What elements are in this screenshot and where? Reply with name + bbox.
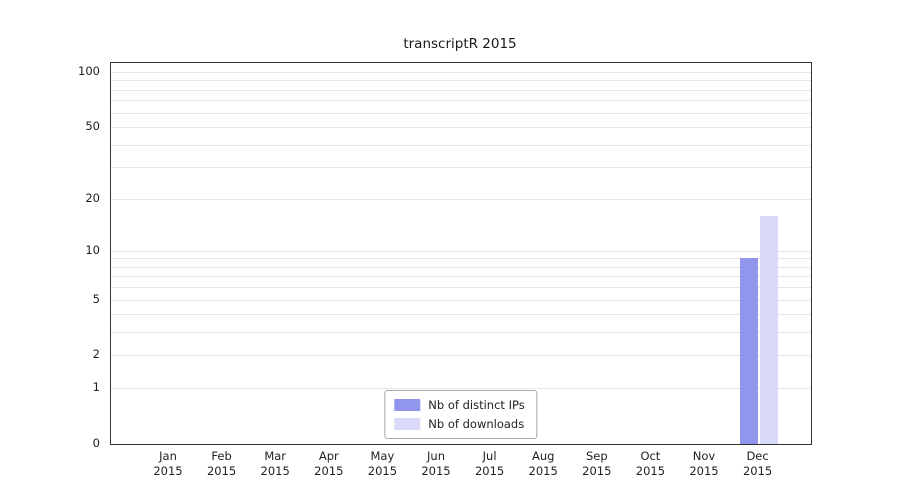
x-tick-label: Oct 2015 bbox=[635, 449, 666, 478]
legend-item: Nb of downloads bbox=[394, 417, 524, 431]
legend: Nb of distinct IPs Nb of downloads bbox=[384, 390, 538, 439]
y-tick-label: 0 bbox=[92, 436, 100, 450]
x-tick-label: Apr 2015 bbox=[314, 449, 344, 478]
x-tick-label: Mar 2015 bbox=[260, 449, 290, 478]
y-tick-label: 20 bbox=[85, 190, 100, 205]
gridline bbox=[111, 89, 811, 91]
x-tick-label: Jan 2015 bbox=[153, 449, 183, 478]
gridline bbox=[111, 198, 811, 200]
gridline bbox=[111, 276, 811, 278]
x-tick-label: Dec 2015 bbox=[742, 449, 773, 478]
x-tick-label: Jun 2015 bbox=[421, 449, 451, 478]
gridline bbox=[111, 287, 811, 289]
gridline bbox=[111, 355, 811, 357]
legend-label-downloads: Nb of downloads bbox=[428, 417, 525, 431]
gridline bbox=[111, 388, 811, 390]
gridline bbox=[111, 332, 811, 334]
x-tick-label: Feb 2015 bbox=[206, 449, 237, 478]
legend-item: Nb of distinct IPs bbox=[394, 398, 525, 412]
gridline bbox=[111, 144, 811, 146]
y-tick-label: 10 bbox=[85, 242, 100, 257]
x-tick-label: Aug 2015 bbox=[528, 449, 558, 478]
gridline bbox=[111, 258, 811, 260]
gridline bbox=[111, 80, 811, 82]
legend-swatch-downloads bbox=[394, 418, 421, 430]
gridline bbox=[111, 266, 811, 268]
bar-nb-of-distinct-ips bbox=[739, 258, 758, 444]
legend-label-distinct-ips: Nb of distinct IPs bbox=[428, 398, 525, 412]
legend-swatch-distinct-ips bbox=[394, 399, 421, 411]
chart-title: transcriptR 2015 bbox=[403, 36, 517, 52]
gridline bbox=[111, 250, 811, 252]
x-tick-label: Nov 2015 bbox=[689, 449, 719, 478]
gridline bbox=[111, 72, 811, 73]
y-tick-label: 1 bbox=[92, 380, 100, 395]
plot-area: Nb of distinct IPs Nb of downloads bbox=[110, 62, 812, 445]
x-tick-label: Jul 2015 bbox=[474, 449, 505, 478]
y-tick-label: 50 bbox=[85, 119, 100, 134]
gridline bbox=[111, 314, 811, 316]
gridline bbox=[111, 167, 811, 169]
gridline bbox=[111, 299, 811, 301]
x-tick-label: Sep 2015 bbox=[582, 449, 612, 478]
y-tick-label: 2 bbox=[92, 347, 100, 362]
gridline bbox=[111, 100, 811, 102]
bar-nb-of-downloads bbox=[759, 215, 778, 444]
gridline bbox=[111, 112, 811, 114]
gridline bbox=[111, 127, 811, 129]
y-tick-label: 100 bbox=[78, 64, 100, 78]
y-tick-label: 5 bbox=[92, 291, 100, 306]
x-tick-label: May 2015 bbox=[367, 449, 398, 478]
